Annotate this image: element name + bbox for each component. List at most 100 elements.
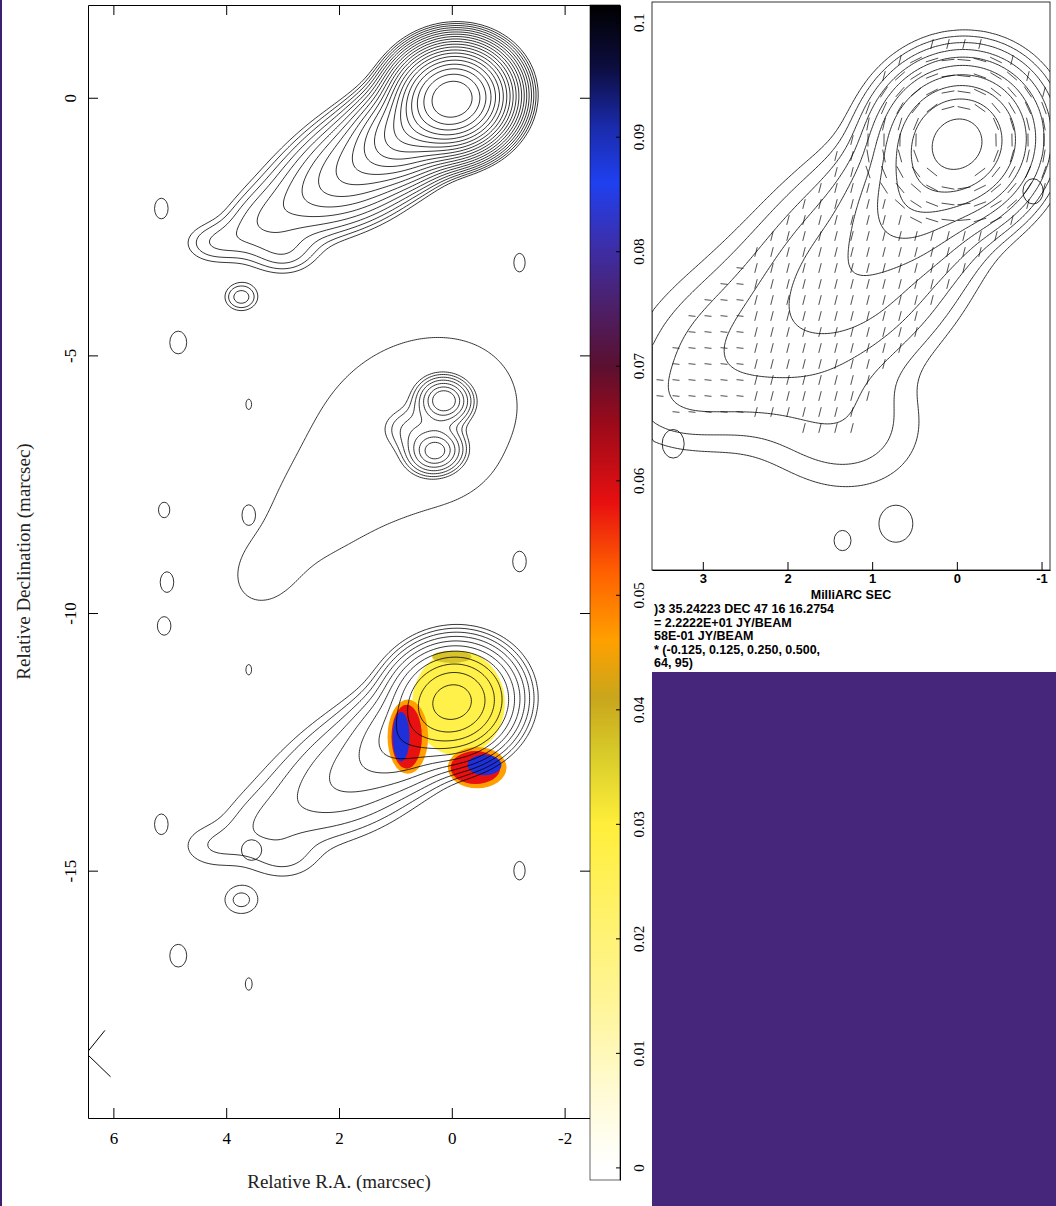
contour: [878, 75, 1027, 239]
polarization-vector: [1009, 166, 1015, 177]
tick-mark: [872, 562, 873, 570]
axis: 6420-2: [89, 1108, 591, 1148]
polarization-vector: [705, 347, 712, 349]
polarization-vector: [926, 202, 938, 207]
polarization-vector: [947, 279, 949, 289]
tick-mark: [113, 1108, 114, 1118]
polarization-vector: [1011, 55, 1013, 65]
tick: 2: [784, 562, 791, 586]
right-panel: [652, 0, 1056, 672]
polarization-vector: [1027, 134, 1028, 147]
polarization-vector: [835, 375, 837, 385]
contour: [408, 380, 467, 471]
polarization-vector: [835, 311, 837, 321]
overlay-red: [391, 705, 421, 769]
polarization-vector: [1043, 134, 1044, 147]
polarization-vector: [974, 218, 986, 222]
polarization-vector: [931, 247, 933, 257]
polarization-vector: [705, 379, 712, 381]
tick: 1: [869, 562, 876, 586]
tick-label: 0.09: [631, 124, 647, 150]
polarization-vector: [895, 72, 905, 81]
polarization-vector: [931, 231, 933, 241]
polarization-vector: [771, 375, 773, 385]
tick-mark: [88, 613, 98, 614]
polarization-vector: [737, 363, 744, 365]
tick-label: -10: [61, 602, 80, 625]
polarization-vector: [755, 359, 757, 369]
axis: 0-5-10-15: [61, 6, 98, 1119]
contour: [364, 44, 513, 166]
left-panel: [2, 0, 652, 1206]
polarization-vector: [897, 166, 903, 177]
polarization-vector: [942, 219, 955, 220]
contour: [379, 651, 509, 759]
tick: 0.06: [616, 467, 647, 494]
polarization-vector: [835, 407, 837, 417]
polarization-vector: [883, 311, 885, 321]
polarization-vector: [705, 395, 712, 397]
x-axis-title: Relative R.A. (marcsec): [247, 1171, 431, 1193]
polarization-vector: [867, 231, 869, 241]
tick-mark: [616, 366, 620, 367]
polarization-vector: [1027, 71, 1029, 81]
axis-line: [88, 6, 89, 1119]
contour: [385, 372, 477, 479]
polarization-vector: [880, 183, 887, 194]
contour: [188, 22, 538, 311]
contour-island: [514, 861, 525, 880]
tick-label: 0.07: [631, 353, 647, 380]
polarization-vector: [915, 327, 917, 337]
contour: [394, 53, 504, 147]
polarization-vector: [910, 57, 922, 63]
polarization-vector: [787, 231, 789, 241]
polarization-vector: [819, 263, 821, 273]
polarization-vector: [1043, 87, 1045, 97]
polarization-vector: [787, 343, 789, 353]
polarization-vector: [883, 215, 885, 225]
polarization-vector: [803, 311, 805, 321]
contour: [652, 30, 1050, 487]
polarization-vector: [755, 263, 757, 273]
polarization-vector: [1008, 183, 1016, 193]
polarization-vector: [910, 217, 922, 223]
contour-island: [246, 399, 252, 409]
polarization-vector: [926, 58, 938, 62]
slide: 6420-20-5-10-15Relative R.A. (marcsec)Re…: [0, 0, 1056, 1206]
x-axis-title: MilliARC SEC: [811, 588, 892, 602]
polarization-vector: [883, 295, 885, 305]
tick-label: 0: [954, 571, 961, 586]
polarization-vector: [958, 91, 971, 93]
polarization-vector: [990, 57, 1002, 63]
contour-island: [245, 978, 252, 990]
polarization-vector: [942, 106, 955, 109]
annotation: 64, 95): [654, 656, 693, 670]
polarization-vector: [771, 295, 773, 305]
polarization-vector: [974, 89, 986, 95]
polarization-vector: [947, 231, 949, 241]
polarization-vector: [899, 134, 900, 147]
annotation: = 2.2222E+01 JY/BEAM: [654, 616, 792, 630]
plot-frame: [652, 2, 1050, 570]
polarization-vector: [1043, 150, 1045, 163]
polarization-vector: [771, 391, 773, 401]
polarization-vector: [737, 379, 744, 381]
tick: 0.08: [616, 239, 647, 265]
polarization-vector: [851, 343, 853, 353]
polarization-vector: [705, 363, 712, 365]
polarization-vector: [835, 263, 837, 273]
tick: [580, 98, 590, 99]
polarization-vector: [737, 395, 744, 397]
polarization-vector: [835, 327, 837, 337]
polarization-vector: [721, 299, 728, 301]
polarization-vector: [897, 102, 904, 113]
tick-label: -1: [1036, 571, 1048, 586]
polarization-vector: [819, 183, 821, 193]
contour-island: [157, 617, 171, 636]
polarization-vector: [819, 343, 821, 353]
polarization-vector: [755, 311, 757, 321]
polarization-vector: [958, 187, 971, 189]
polarization-vector: [1011, 134, 1012, 147]
polarization-vector: [689, 395, 696, 397]
polarization-vector: [915, 247, 917, 257]
